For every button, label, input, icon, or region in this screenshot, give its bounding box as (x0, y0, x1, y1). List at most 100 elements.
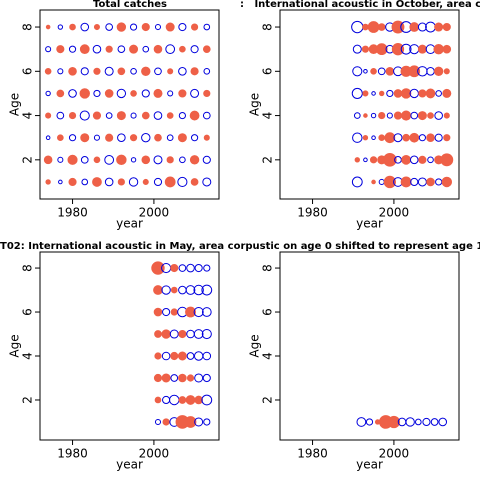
residual-bubble (393, 133, 403, 143)
plot-frame (39, 251, 220, 441)
residual-bubble (377, 23, 386, 31)
x-axis-label: year (116, 458, 143, 472)
residual-bubble (190, 88, 200, 98)
residual-bubble (417, 44, 427, 54)
residual-bubble (189, 155, 200, 165)
residual-bubble (185, 395, 196, 405)
residual-bubble (362, 23, 369, 31)
y-tick-label: 2 (21, 156, 35, 164)
residual-bubble (427, 112, 434, 119)
y-axis-label: Age (8, 93, 22, 116)
residual-bubble (400, 88, 412, 99)
residual-bubble (434, 133, 443, 142)
residual-bubble (202, 351, 212, 361)
x-tick-label: 1980 (297, 206, 328, 220)
plot-frame (39, 9, 220, 200)
residual-bubble (161, 329, 171, 339)
residual-bubble (383, 175, 396, 189)
residual-bubble (178, 329, 187, 339)
residual-bubble (154, 67, 162, 76)
residual-bubble (129, 44, 139, 54)
residual-bubble (178, 285, 187, 295)
residual-bubble (352, 66, 363, 77)
residual-bubble (93, 156, 101, 164)
residual-bubble (203, 134, 210, 141)
residual-bubble (80, 155, 89, 164)
residual-bubble (378, 111, 386, 120)
residual-bubble (57, 134, 64, 142)
residual-bubble (418, 134, 426, 142)
residual-bubble (190, 45, 199, 54)
residual-bubble (154, 330, 162, 338)
residual-bubble (142, 178, 149, 185)
residual-bubble (417, 177, 427, 187)
residual-bubble (141, 66, 151, 76)
residual-bubble (190, 67, 199, 76)
residual-bubble (154, 396, 162, 404)
y-tick-label: 4 (261, 112, 275, 120)
residual-bubble (130, 67, 137, 75)
residual-bubble (43, 155, 53, 165)
residual-bubble (178, 22, 187, 32)
x-tick-label: 1980 (57, 206, 88, 220)
x-tick-label: 2000 (379, 447, 410, 461)
residual-bubble (92, 111, 102, 120)
residual-bubble (186, 329, 195, 339)
residual-bubble (391, 20, 405, 34)
residual-bubble (410, 177, 419, 187)
residual-bubble (426, 133, 435, 142)
residual-bubble (141, 22, 150, 32)
residual-bubble (154, 418, 162, 425)
residual-bubble (370, 67, 377, 75)
residual-bubble (79, 44, 90, 55)
residual-bubble (116, 22, 127, 32)
residual-bubble (179, 45, 186, 53)
residual-bubble (186, 352, 195, 360)
residual-bubble (427, 156, 434, 164)
residual-bubble (386, 112, 393, 119)
residual-bubble (379, 90, 385, 97)
residual-bubble (117, 67, 126, 76)
residual-bubble (56, 111, 65, 120)
residual-bubble (363, 69, 368, 74)
residual-bubble (93, 67, 101, 75)
residual-bubble (178, 89, 187, 98)
y-tick-label: 2 (21, 396, 35, 404)
y-tick-label: 6 (261, 67, 275, 75)
residual-bubble (370, 112, 377, 119)
residual-bubble (438, 417, 448, 427)
residual-bubble (92, 177, 102, 187)
residual-bubble (169, 329, 179, 339)
y-tick-label: 2 (261, 396, 275, 404)
residual-bubble (93, 89, 101, 98)
residual-bubble (443, 112, 450, 119)
residual-bubble (184, 416, 197, 428)
residual-bubble (363, 113, 368, 118)
residual-bubble (57, 68, 64, 75)
residual-bubble (153, 373, 163, 383)
residual-bubble (194, 395, 203, 405)
residual-bubble (128, 177, 139, 187)
residual-bubble (153, 307, 163, 317)
x-tick-label: 2000 (379, 206, 410, 220)
residual-bubble (69, 23, 76, 31)
residual-bubble (104, 66, 114, 76)
residual-bubble (177, 176, 188, 188)
residual-bubble (93, 134, 100, 141)
residual-bubble (385, 67, 395, 76)
residual-bubble (353, 112, 361, 119)
residual-bubble (141, 89, 150, 98)
residual-bubble (410, 111, 419, 120)
residual-bubble (418, 155, 427, 164)
residual-bubble (441, 176, 453, 188)
residual-bubble (153, 111, 163, 120)
residual-bubble (153, 285, 163, 295)
residual-bubble (193, 351, 204, 361)
residual-bubble (178, 396, 187, 404)
residual-bubble (153, 44, 163, 54)
residual-bubble (405, 417, 415, 427)
y-tick-label: 4 (21, 352, 35, 360)
residual-bubble (425, 21, 436, 33)
residual-bubble (434, 111, 443, 120)
residual-bubble (68, 67, 77, 76)
